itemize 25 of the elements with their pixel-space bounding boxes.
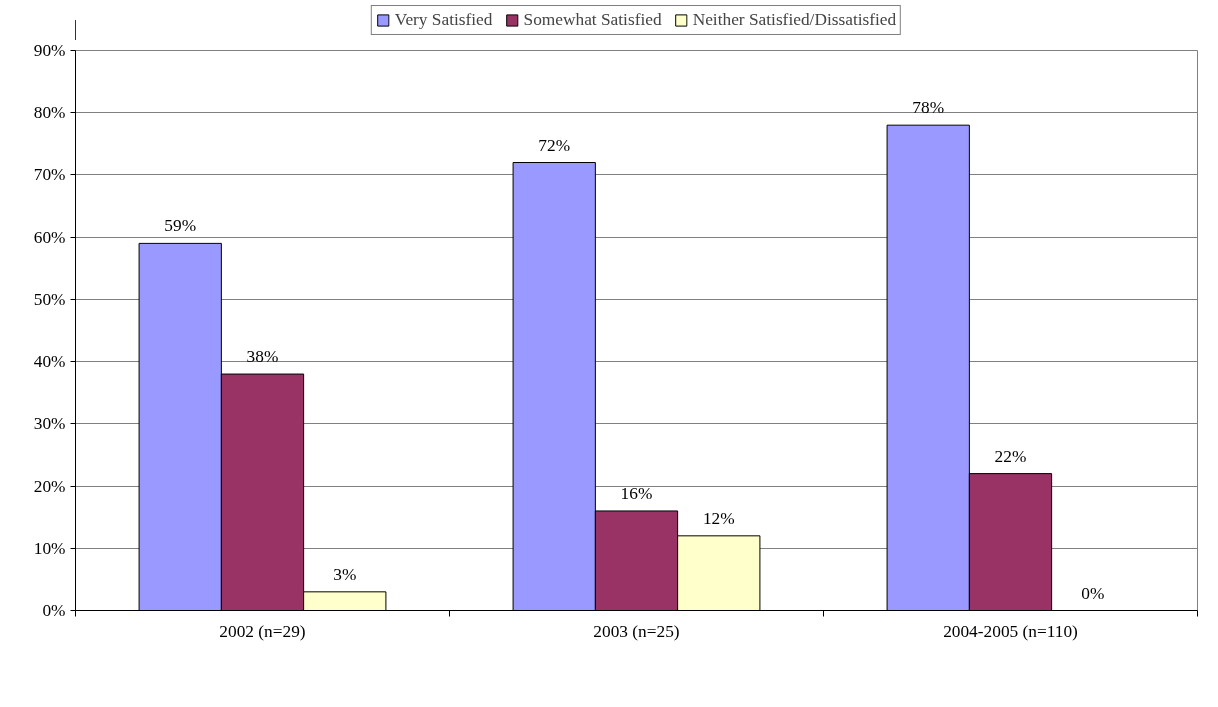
y-tick-label: 0% (42, 601, 66, 620)
legend-label: Very Satisfied (394, 10, 493, 30)
y-tick-label: 90% (33, 41, 66, 60)
legend-label: Somewhat Satisfied (523, 10, 662, 30)
data-label: 78% (912, 98, 945, 118)
y-tick-label: 80% (33, 103, 66, 123)
x-tick-label: 2003 (n=25) (593, 621, 680, 641)
x-tick-label: 2004-2005 (n=110) (943, 621, 1079, 641)
data-label: 0% (1081, 583, 1105, 603)
y-tick-label: 70% (33, 165, 66, 185)
data-label: 16% (620, 483, 653, 503)
x-tick-label: 2002 (n=29) (219, 621, 306, 641)
y-tick-label: 20% (33, 476, 66, 496)
data-label: 12% (702, 508, 735, 528)
y-tick-label: 10% (33, 538, 66, 558)
data-label: 22% (994, 446, 1027, 466)
y-tick-label: 60% (33, 227, 66, 247)
data-label: 3% (333, 564, 357, 584)
data-label: 38% (246, 347, 279, 367)
y-tick-label: 30% (33, 414, 66, 434)
y-tick-label: 50% (33, 289, 66, 309)
legend-label: Neither Satisfied/Dissatisfied (692, 10, 897, 30)
data-label: 59% (164, 216, 197, 236)
y-tick-label: 40% (33, 352, 66, 372)
data-label: 72% (538, 135, 571, 155)
